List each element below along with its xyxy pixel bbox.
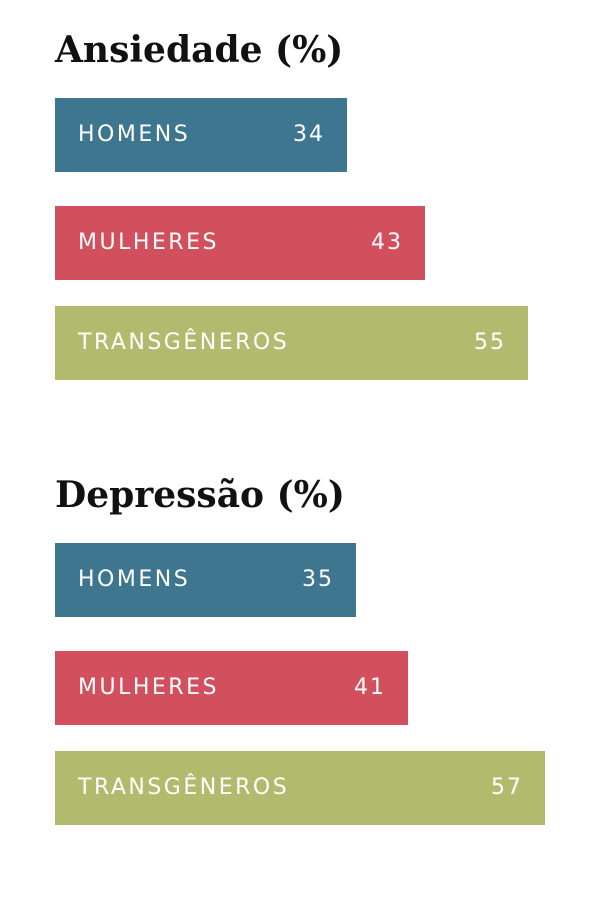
bar-label: MULHERES <box>78 230 219 255</box>
bar-value-label: 41 <box>354 675 386 700</box>
bar-value-label: 57 <box>491 775 523 800</box>
bar-value-label: 43 <box>371 230 403 255</box>
bar-label: HOMENS <box>78 122 191 147</box>
bar-label: HOMENS <box>78 567 191 592</box>
bar-label: TRANSGÊNEROS <box>78 775 290 800</box>
bar-label: TRANSGÊNEROS <box>78 330 290 355</box>
bar-transgeneros: TRANSGÊNEROS 55 <box>55 306 528 380</box>
bar-label: MULHERES <box>78 675 219 700</box>
bar-value-label: 35 <box>302 567 334 592</box>
chart-title: Depressão (%) <box>55 474 345 516</box>
bar-homens: HOMENS 35 <box>55 543 356 617</box>
bar-transgeneros: TRANSGÊNEROS 57 <box>55 751 545 825</box>
bar-mulheres: MULHERES 43 <box>55 206 425 280</box>
bar-value-label: 55 <box>474 330 506 355</box>
bar-homens: HOMENS 34 <box>55 98 347 172</box>
bar-mulheres: MULHERES 41 <box>55 651 408 725</box>
chart-title: Ansiedade (%) <box>55 29 344 71</box>
bar-value-label: 34 <box>293 122 325 147</box>
